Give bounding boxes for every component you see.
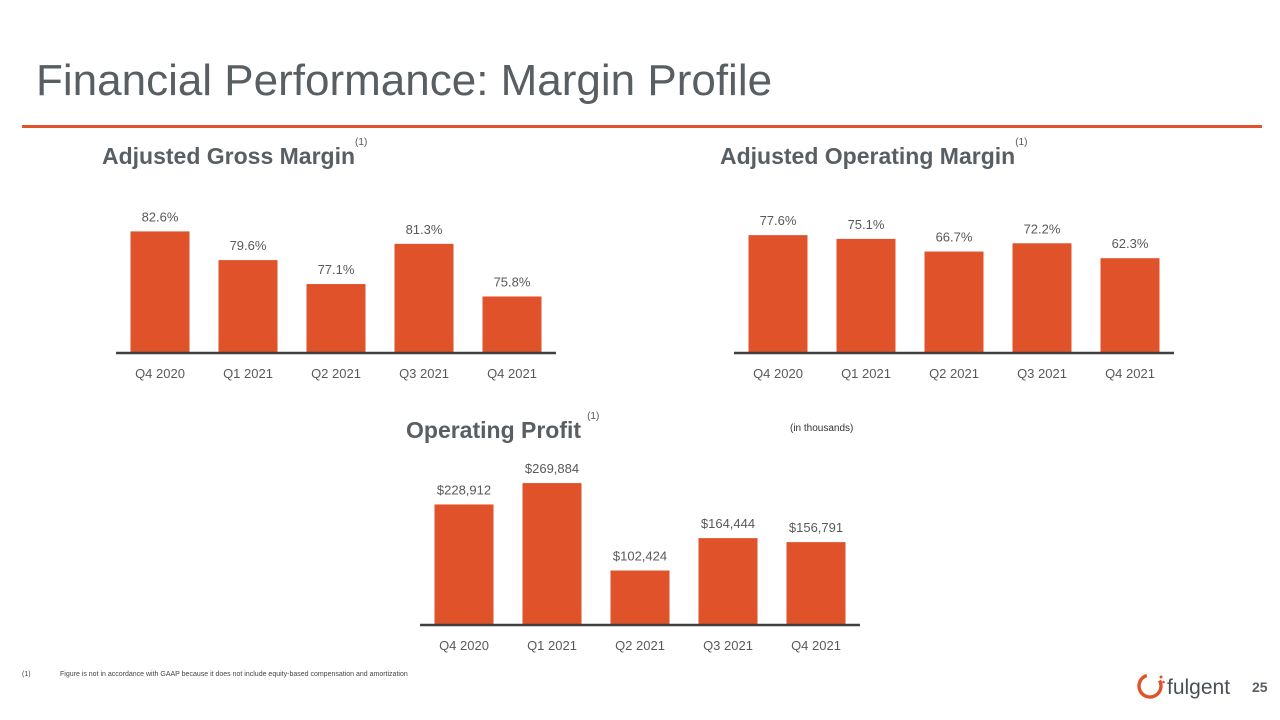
operating-bar xyxy=(1012,243,1072,352)
profit-x-tick-label: Q4 2021 xyxy=(791,638,841,653)
gross-bar xyxy=(218,260,278,352)
profit-x-tick-label: Q2 2021 xyxy=(615,638,665,653)
gross-data-label: 79.6% xyxy=(230,238,267,253)
gross-data-label: 75.8% xyxy=(494,274,531,289)
gross-data-label: 81.3% xyxy=(406,222,443,237)
profit-data-label: $269,884 xyxy=(525,461,579,476)
profit-bar xyxy=(786,542,846,624)
profit-data-label: $102,424 xyxy=(613,549,667,564)
gross-data-label: 77.1% xyxy=(318,262,355,277)
operating-profit-title-text: Operating Profit xyxy=(406,417,582,443)
operating-data-label: 77.6% xyxy=(760,213,797,228)
gross-margin-chart-title: Adjusted Gross Margin(1) xyxy=(102,137,367,170)
gross-data-label: 82.6% xyxy=(142,209,179,224)
footnote: (1) Figure is not in accordance with GAAP… xyxy=(22,671,408,678)
operating-data-label: 62.3% xyxy=(1112,236,1149,251)
gross-x-tick-label: Q2 2021 xyxy=(311,366,361,381)
operating-x-tick-label: Q2 2021 xyxy=(929,366,979,381)
operating-margin-chart-title: Adjusted Operating Margin(1) xyxy=(720,137,1027,170)
logo-wordmark: fulgent xyxy=(1167,676,1230,699)
operating-data-label: 66.7% xyxy=(936,230,973,245)
gross-x-tick-label: Q3 2021 xyxy=(399,366,449,381)
operating-margin-title-text: Adjusted Operating Margin xyxy=(720,143,1016,169)
profit-bar xyxy=(522,483,582,624)
gross-margin-chart: 82.6% Q4 2020 79.6% Q1 2021 77.1% Q2 2021 81.3… xyxy=(116,209,556,381)
gross-margin-title-text: Adjusted Gross Margin xyxy=(102,143,356,169)
footnote-text: Figure is not in accordance with GAAP be… xyxy=(60,671,408,678)
gross-x-tick-label: Q4 2020 xyxy=(135,366,185,381)
operating-x-tick-label: Q3 2021 xyxy=(1017,366,1067,381)
profit-data-label: $156,791 xyxy=(789,520,843,535)
profit-x-tick-label: Q3 2021 xyxy=(703,638,753,653)
units-note: (in thousands) xyxy=(790,423,854,434)
operating-margin-footnote-ref: (1) xyxy=(1015,137,1028,148)
gross-bar xyxy=(482,296,542,352)
profit-bar xyxy=(434,504,494,624)
operating-margin-chart: 77.6% Q4 2020 75.1% Q1 2021 66.7% Q2 2021 72.2… xyxy=(734,213,1174,381)
profit-data-label: $228,912 xyxy=(437,482,491,497)
operating-bar xyxy=(1100,258,1160,352)
title-divider xyxy=(22,125,1262,128)
profit-bar xyxy=(610,570,670,624)
operating-profit-footnote-ref: (1) xyxy=(587,411,600,422)
page-number: 25 xyxy=(1252,679,1268,695)
operating-bar xyxy=(748,235,808,352)
operating-profit-chart: $228,912 Q4 2020 $269,884 Q1 2021 $102,424 Q2… xyxy=(420,461,860,653)
footnote-marker: (1) xyxy=(22,671,31,678)
gross-bar xyxy=(306,284,366,352)
operating-bar xyxy=(924,251,984,352)
operating-bar xyxy=(836,238,896,352)
operating-x-tick-label: Q4 2021 xyxy=(1105,366,1155,381)
operating-profit-chart-title: Operating Profit (1) xyxy=(406,411,599,444)
gross-margin-footnote-ref: (1) xyxy=(355,137,368,148)
profit-bar xyxy=(698,538,758,624)
fulgent-logo: fulgent xyxy=(1137,673,1230,699)
profit-data-label: $164,444 xyxy=(701,516,755,531)
gross-bar xyxy=(130,231,190,352)
operating-data-label: 72.2% xyxy=(1024,221,1061,236)
operating-x-tick-label: Q1 2021 xyxy=(841,366,891,381)
profit-x-tick-label: Q4 2020 xyxy=(439,638,489,653)
gross-x-tick-label: Q4 2021 xyxy=(487,366,537,381)
operating-x-tick-label: Q4 2020 xyxy=(753,366,803,381)
gross-x-tick-label: Q1 2021 xyxy=(223,366,273,381)
profit-x-tick-label: Q1 2021 xyxy=(527,638,577,653)
operating-data-label: 75.1% xyxy=(848,217,885,232)
gross-bar xyxy=(394,243,454,352)
page-title: Financial Performance: Margin Profile xyxy=(36,56,773,105)
